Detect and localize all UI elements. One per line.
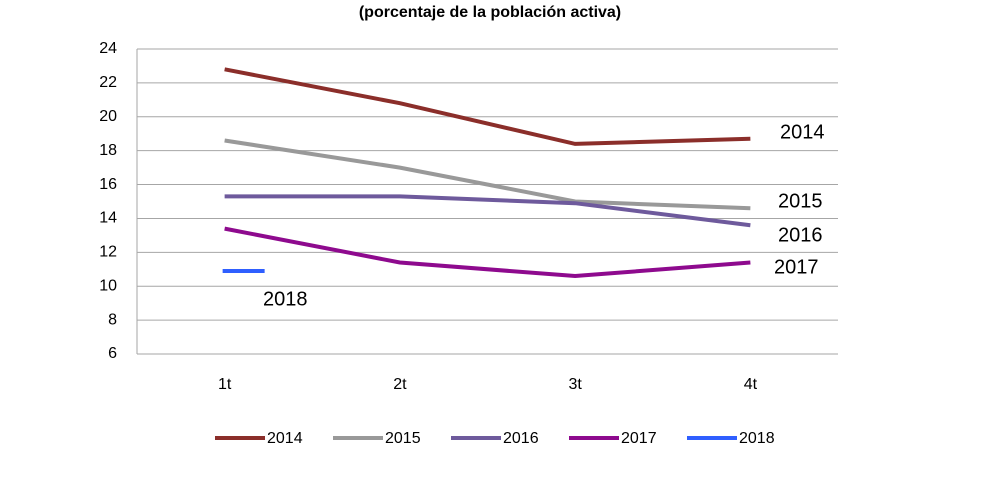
y-tick-label: 8	[108, 311, 117, 328]
legend-label: 2018	[739, 430, 775, 447]
series-line	[224, 194, 751, 228]
chart-title: (porcentaje de la población activa)	[359, 4, 621, 21]
line-annotation: 2017	[774, 256, 819, 278]
x-tick-label: 4t	[744, 376, 758, 393]
x-tick-label: 2t	[393, 376, 407, 393]
y-tick-label: 20	[99, 108, 117, 125]
line-annotation: 2014	[780, 121, 825, 143]
y-tick-label: 10	[99, 277, 117, 294]
legend-label: 2017	[621, 430, 657, 447]
line-annotation: 2015	[778, 190, 823, 212]
y-tick-label: 22	[99, 74, 117, 91]
y-tick-label: 16	[99, 176, 117, 193]
x-tick-label: 3t	[568, 376, 582, 393]
line-annotation: 2016	[778, 224, 823, 246]
series-line	[224, 67, 751, 146]
series-line	[224, 138, 751, 211]
y-tick-label: 6	[108, 345, 117, 362]
y-tick-label: 14	[99, 210, 117, 227]
y-tick-label: 24	[99, 40, 117, 57]
y-tick-label: 12	[99, 244, 117, 261]
x-tick-label: 1t	[218, 376, 232, 393]
line-annotation: 2018	[263, 288, 308, 310]
legend-label: 2015	[385, 430, 421, 447]
legend-label: 2014	[267, 430, 303, 447]
legend-label: 2016	[503, 430, 539, 447]
y-tick-label: 18	[99, 142, 117, 159]
series-line	[224, 226, 751, 279]
